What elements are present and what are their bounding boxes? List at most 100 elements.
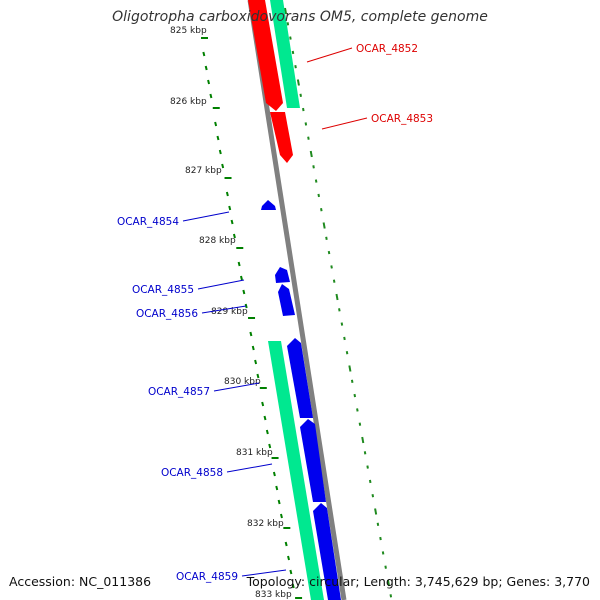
scale-label: 829 kbp (211, 307, 248, 317)
gene-label[interactable]: OCAR_4859 (176, 571, 238, 583)
gene-label[interactable]: OCAR_4858 (161, 467, 223, 479)
gene-label-connector (321, 117, 368, 130)
scale-label: 825 kbp (170, 26, 207, 36)
gene-label-connector (226, 463, 273, 473)
scale-minor-tick (218, 149, 222, 155)
scale-label: 826 kbp (170, 97, 207, 107)
gene-label-connector (182, 211, 230, 222)
gene-label[interactable]: OCAR_4856 (136, 308, 198, 320)
gene-label[interactable]: OCAR_4852 (356, 43, 418, 55)
scale-tick-track (201, 37, 303, 599)
scale-minor-tick (291, 583, 295, 589)
scale-minor-tick (202, 51, 206, 57)
outer-tick (335, 293, 339, 301)
outer-tick (386, 579, 391, 587)
scale-minor-tick (244, 303, 248, 309)
outer-tick (320, 208, 323, 212)
scale-label: 830 kbp (224, 377, 261, 387)
gene-label[interactable]: OCAR_4857 (148, 386, 210, 398)
rna-feature-4857[interactable] (268, 341, 324, 600)
scale-minor-tick (230, 219, 234, 225)
gene-label[interactable]: OCAR_4855 (132, 284, 194, 296)
outer-tick (343, 336, 346, 341)
scale-minor-tick (232, 233, 236, 239)
rna-feature-4852[interactable] (270, 0, 300, 108)
scale-minor-tick (277, 499, 281, 505)
scale-minor-tick (225, 191, 229, 197)
outer-tick (309, 150, 313, 158)
outer-tick (368, 479, 372, 484)
scale-minor-tick (242, 289, 246, 295)
outer-tick (296, 79, 300, 86)
outer-tick (376, 522, 380, 526)
outer-tick (317, 193, 320, 198)
outer-tick (379, 536, 382, 541)
outer-tick (389, 594, 393, 598)
scale-minor-tick (249, 331, 253, 337)
genome-title: Oligotropha carboxidovorans OM5, complet… (112, 9, 488, 25)
outer-tick (384, 565, 387, 569)
gene-arrow-ocar-4856[interactable] (278, 284, 295, 316)
outer-tick (284, 7, 288, 15)
outer-tick (299, 93, 302, 97)
outer-tick (332, 279, 336, 283)
gene-label-connectors (182, 47, 368, 577)
scale-label: 828 kbp (199, 236, 236, 246)
gene-arrow-ocar-4858[interactable] (300, 419, 326, 502)
scale-minor-tick (237, 261, 241, 267)
scale-minor-tick (240, 275, 243, 281)
scale-minor-tick (214, 121, 218, 127)
scale-minor-tick (261, 401, 265, 407)
outer-tick (330, 265, 333, 269)
outer-tick (314, 179, 318, 183)
outer-tick (381, 551, 385, 555)
gene-label-connector (197, 279, 245, 290)
scale-label: 832 kbp (247, 519, 284, 529)
outer-tick (327, 250, 331, 255)
gene-arrow-ocar-4855[interactable] (275, 267, 290, 283)
scale-label-group: 825 kbp 826 kbp 827 kbp 828 kbp 829 kbp 830 k… (170, 26, 292, 600)
scale-label: 827 kbp (185, 166, 222, 176)
gene-label[interactable]: OCAR_4853 (371, 113, 433, 125)
gene-arrow-ocar-4854[interactable] (261, 200, 276, 210)
outer-tick (289, 36, 292, 40)
gene-arrow-ocar-4853[interactable] (270, 112, 293, 163)
gene-arrow-ocar-4857[interactable] (287, 338, 313, 418)
scale-minor-tick (251, 345, 255, 351)
scale-minor-tick (272, 471, 276, 477)
outer-tick (291, 50, 295, 55)
outer-tick (304, 122, 308, 126)
scale-minor-tick (221, 163, 225, 169)
outer-tick (286, 22, 290, 26)
outer-tick (356, 408, 359, 412)
outer-tick (312, 165, 315, 169)
scale-minor-tick (256, 373, 260, 379)
scale-minor-tick (254, 359, 258, 365)
gene-label-connector (241, 569, 287, 577)
outer-tick (294, 65, 297, 69)
outer-tick (353, 393, 357, 398)
scale-minor-tick (287, 555, 290, 561)
accession-text: Accession: NC_011386 (9, 574, 152, 589)
topology-text: Topology: circular; Length: 3,745,629 bp… (246, 574, 590, 589)
scale-minor-tick (275, 485, 279, 491)
scale-minor-tick (265, 429, 269, 435)
gene-arrow-ocar-4852[interactable] (248, 0, 283, 111)
gene-arrow-ocar-4859[interactable] (313, 503, 341, 600)
scale-minor-tick (263, 415, 267, 421)
scale-minor-tick (216, 135, 220, 141)
gene-label-connector (306, 47, 353, 63)
gene-label-connector (201, 305, 247, 314)
scale-minor-tick (268, 443, 272, 449)
outer-tick (340, 322, 344, 326)
scale-label: 831 kbp (236, 448, 273, 458)
scale-label: 833 kbp (255, 590, 292, 600)
outer-tick (374, 508, 378, 515)
scale-minor-tick (289, 569, 293, 575)
outer-tick (366, 465, 369, 469)
outer-tick (345, 351, 349, 355)
gene-label[interactable]: OCAR_4854 (117, 216, 179, 228)
outer-tick (325, 236, 328, 240)
outer-tick (322, 222, 326, 229)
